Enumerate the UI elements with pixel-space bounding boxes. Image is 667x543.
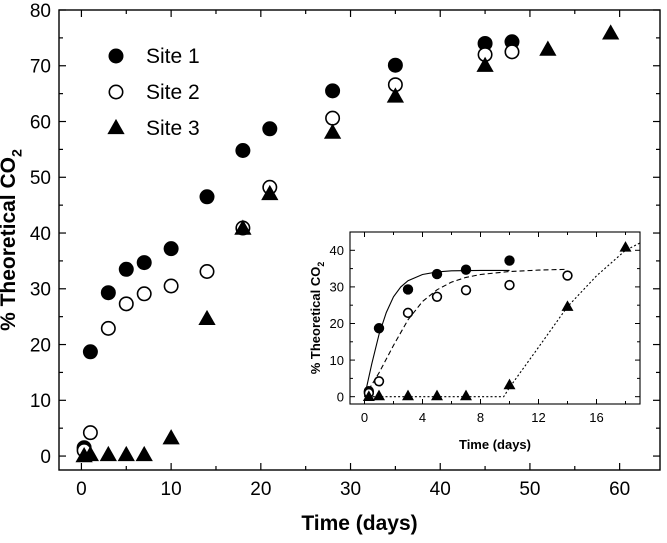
data-point-series-3 bbox=[460, 389, 472, 401]
legend-marker-2 bbox=[108, 84, 124, 100]
y-tick-label: 0 bbox=[337, 389, 344, 404]
x-tick-label: 40 bbox=[430, 479, 451, 500]
fit-curve-3 bbox=[364, 242, 641, 398]
y-tick-label: 10 bbox=[330, 353, 344, 368]
y-tick-label: 40 bbox=[330, 243, 344, 258]
y-tick-label: 0 bbox=[40, 447, 51, 468]
fit-curve-2 bbox=[364, 268, 568, 397]
data-point-series-2 bbox=[325, 110, 341, 126]
data-point-series-3 bbox=[476, 56, 494, 72]
data-point-series-3 bbox=[561, 300, 574, 311]
x-tick-label: 30 bbox=[340, 479, 361, 500]
data-point-series-2 bbox=[460, 284, 472, 296]
data-point-series-1 bbox=[118, 261, 134, 277]
data-point-series-3 bbox=[503, 378, 516, 390]
data-point-series-2 bbox=[136, 286, 152, 302]
data-point-series-2 bbox=[118, 296, 134, 312]
legend-label-1: Site 1 bbox=[146, 45, 200, 68]
x-tick-label: 12 bbox=[531, 410, 545, 425]
data-point-series-3 bbox=[99, 445, 117, 462]
data-point-series-2 bbox=[100, 320, 116, 336]
x-axis-title: Time (days) bbox=[301, 512, 417, 535]
y-tick-label: 60 bbox=[30, 112, 51, 133]
y-tick-label: 30 bbox=[30, 280, 51, 301]
inset-chart: 0 4 8 12 16 0 10 20 30 40 Time (days) % Theoretical… bbox=[308, 231, 641, 452]
y-tick-label: 70 bbox=[30, 57, 51, 78]
data-point-series-1 bbox=[82, 344, 98, 360]
x-tick-label: 0 bbox=[361, 410, 368, 425]
plot-frame bbox=[349, 231, 641, 405]
data-point-series-3 bbox=[135, 445, 153, 462]
data-point-series-1 bbox=[373, 323, 385, 334]
data-point-series-1 bbox=[199, 189, 215, 205]
data-point-series-3 bbox=[431, 389, 443, 401]
y-axis-title-subscript: 2 bbox=[9, 149, 25, 157]
data-point-series-3 bbox=[362, 390, 375, 401]
data-point-series-1 bbox=[136, 255, 152, 271]
data-point-series-3 bbox=[234, 219, 252, 235]
data-point-series-3 bbox=[323, 123, 342, 139]
y-tick-label: 80 bbox=[30, 1, 51, 22]
data-point-series-1 bbox=[163, 241, 179, 257]
data-point-series-2 bbox=[373, 376, 385, 387]
y-tick-label: 20 bbox=[330, 316, 344, 331]
legend-marker-3 bbox=[107, 118, 125, 135]
data-point-series-1 bbox=[235, 143, 251, 159]
data-point-series-2 bbox=[562, 270, 573, 281]
y-tick-label: 30 bbox=[330, 280, 344, 295]
data-point-series-2 bbox=[402, 307, 414, 319]
data-point-series-1 bbox=[460, 264, 472, 275]
data-point-series-3 bbox=[619, 241, 632, 252]
y-axis-title-main: % Theoretical CO bbox=[308, 267, 323, 375]
y-axis-title-subscript: 2 bbox=[316, 262, 326, 267]
fit-curve-1 bbox=[363, 269, 510, 397]
data-point-series-2 bbox=[504, 44, 520, 60]
x-tick-label: 20 bbox=[250, 479, 271, 500]
data-point-series-3 bbox=[602, 24, 620, 40]
y-tick-label: 20 bbox=[30, 335, 51, 356]
data-point-series-1 bbox=[477, 35, 493, 51]
data-point-series-1 bbox=[100, 285, 116, 301]
data-point-series-3 bbox=[539, 40, 557, 56]
x-tick-label: 16 bbox=[589, 410, 603, 425]
data-point-series-3 bbox=[81, 445, 100, 462]
y-tick-label: 10 bbox=[30, 391, 51, 412]
data-point-series-1 bbox=[504, 255, 515, 266]
legend-marker-1 bbox=[108, 48, 124, 64]
data-point-series-2 bbox=[163, 278, 179, 294]
legend-label-2: Site 2 bbox=[146, 81, 200, 104]
x-tick-label: 10 bbox=[161, 479, 182, 500]
data-point-series-3 bbox=[117, 445, 135, 462]
data-point-series-3 bbox=[373, 389, 385, 401]
data-point-series-3 bbox=[261, 184, 279, 201]
data-point-series-2 bbox=[199, 264, 215, 280]
y-tick-label: 50 bbox=[30, 168, 51, 189]
data-point-series-1 bbox=[325, 83, 341, 99]
data-point-series-3 bbox=[386, 87, 405, 103]
y-tick-label: 40 bbox=[30, 224, 51, 245]
data-point-series-3 bbox=[402, 389, 414, 401]
x-tick-label: 4 bbox=[419, 410, 426, 425]
data-point-series-3 bbox=[162, 429, 180, 445]
x-axis-title: Time (days) bbox=[459, 437, 531, 452]
data-point-series-2 bbox=[82, 425, 98, 441]
data-point-series-1 bbox=[431, 268, 443, 280]
data-point-series-1 bbox=[402, 284, 414, 295]
y-axis-title-main: % Theoretical CO bbox=[0, 157, 20, 331]
legend-label-3: Site 3 bbox=[146, 117, 200, 140]
x-tick-label: 0 bbox=[76, 479, 87, 500]
data-point-series-3 bbox=[198, 309, 216, 326]
y-axis-title: % Theoretical CO2 bbox=[308, 262, 326, 375]
x-tick-label: 8 bbox=[477, 410, 484, 425]
x-tick-label: 50 bbox=[519, 479, 540, 500]
data-point-series-1 bbox=[262, 121, 278, 137]
data-point-series-1 bbox=[387, 57, 403, 73]
x-tick-label: 60 bbox=[609, 479, 630, 500]
data-point-series-2 bbox=[504, 279, 515, 291]
y-axis-title: % Theoretical CO2 bbox=[0, 149, 25, 331]
data-point-series-2 bbox=[431, 291, 443, 302]
